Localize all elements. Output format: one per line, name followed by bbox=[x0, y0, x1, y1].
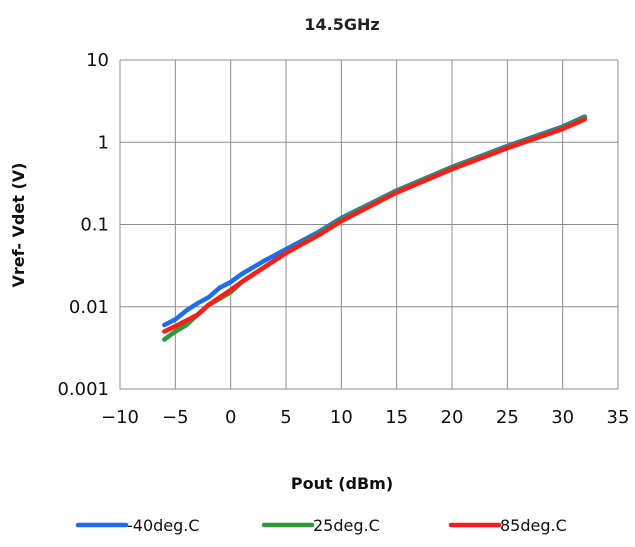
series-lines bbox=[162, 114, 588, 342]
x-tick-label: 30 bbox=[551, 407, 574, 428]
y-tick-label: 0.001 bbox=[57, 379, 109, 400]
legend-label: 85deg.C bbox=[500, 516, 567, 535]
series-line-2 bbox=[162, 115, 588, 342]
y-tick-label: 1 bbox=[98, 132, 109, 153]
legend: -40deg.C 25deg.C 85deg.C bbox=[75, 516, 567, 535]
legend-label: -40deg.C bbox=[127, 516, 200, 535]
grid bbox=[119, 59, 619, 390]
x-tick-label: 35 bbox=[607, 407, 630, 428]
y-tick-label: 0.01 bbox=[69, 297, 109, 318]
x-tick-label: 10 bbox=[330, 407, 353, 428]
y-axis-ticks: 0.001 0.01 0.1 1 10 bbox=[57, 50, 109, 400]
x-tick-label: 25 bbox=[496, 407, 519, 428]
y-tick-label: 10 bbox=[86, 50, 109, 71]
legend-label: 25deg.C bbox=[313, 516, 380, 535]
x-tick-label: −5 bbox=[162, 407, 189, 428]
series-line-3 bbox=[162, 117, 588, 334]
x-tick-label: 15 bbox=[385, 407, 408, 428]
x-tick-label: 0 bbox=[225, 407, 236, 428]
x-tick-label: −10 bbox=[101, 407, 139, 428]
x-tick-label: 20 bbox=[441, 407, 464, 428]
x-axis-ticks: −10 −5 0 5 10 15 20 25 30 35 bbox=[101, 407, 629, 428]
x-axis-label: Pout (dBm) bbox=[291, 474, 393, 493]
y-tick-label: 0.1 bbox=[80, 215, 109, 236]
y-axis-label: Vref- Vdet (V) bbox=[9, 163, 28, 288]
x-tick-label: 5 bbox=[280, 407, 291, 428]
chart-title: 14.5GHz bbox=[304, 15, 379, 34]
